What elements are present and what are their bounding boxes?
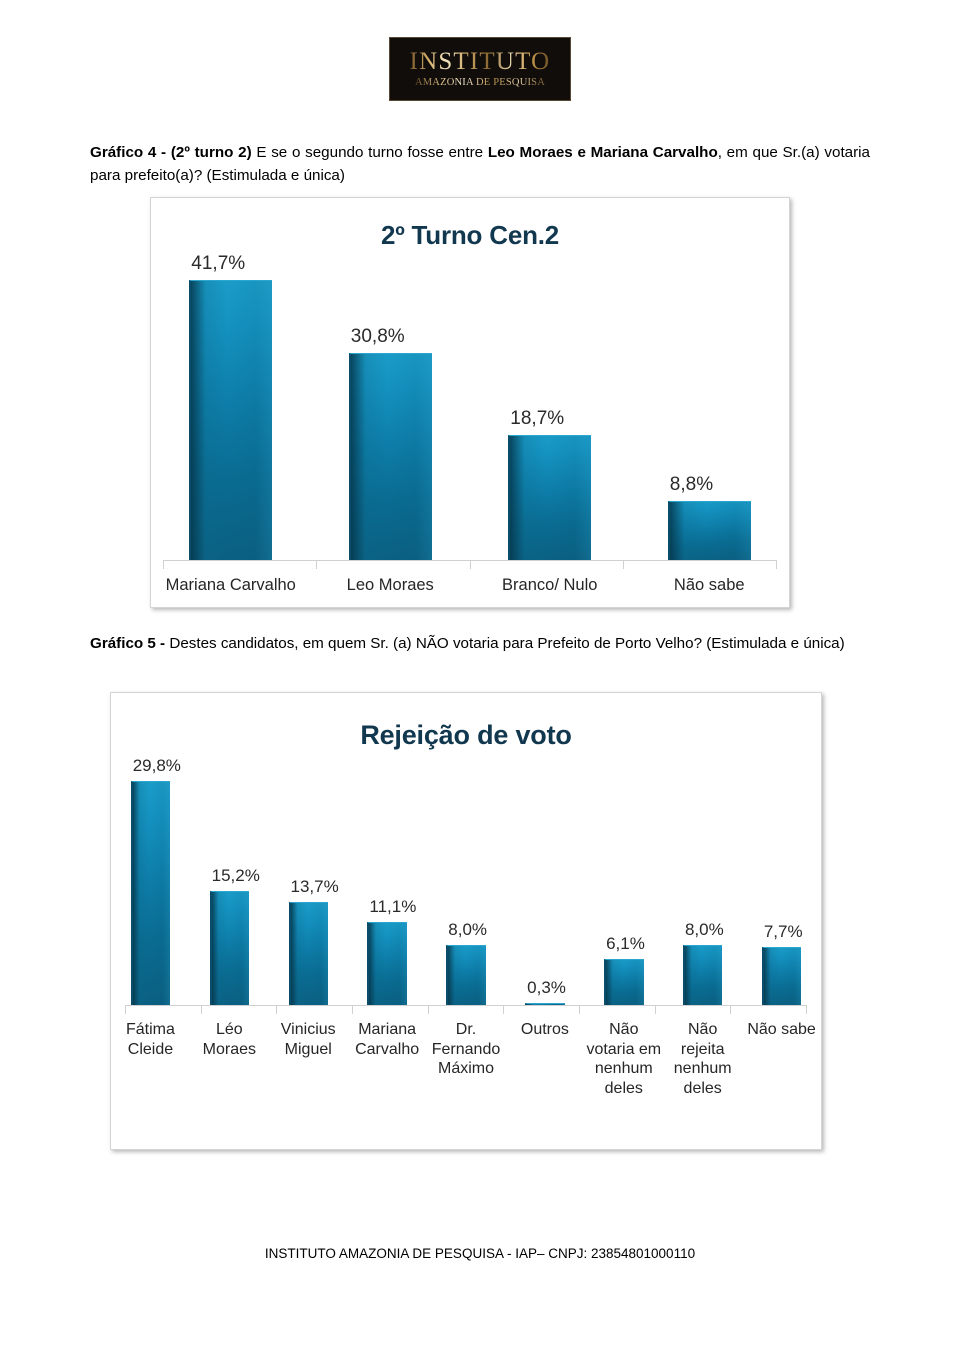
chart2-title: Rejeição de voto bbox=[360, 720, 572, 750]
chart-2o-turno-cen-2: 2º Turno Cen.2 41,7% 30,8% 18,7% 8,8% Maria… bbox=[150, 197, 790, 608]
bar: 8,0% bbox=[446, 920, 487, 1005]
bar-column: 8,8% bbox=[630, 258, 790, 560]
category-label: Não sabe bbox=[747, 1021, 816, 1038]
axis-tick bbox=[805, 1005, 807, 1014]
bar-column: 7,7% bbox=[742, 765, 821, 1005]
grafico-5-body: Destes candidatos, em quem Sr. (a) NÃO v… bbox=[165, 635, 845, 652]
bar-column: 18,7% bbox=[470, 258, 630, 560]
bar-column: 13,7% bbox=[269, 765, 348, 1005]
bar: 29,8% bbox=[130, 756, 181, 1005]
bar-column: 8,0% bbox=[663, 765, 742, 1005]
category-label: Não sabe bbox=[673, 576, 745, 594]
bar-value-label: 11,1% bbox=[369, 897, 417, 916]
bar-column: 11,1% bbox=[348, 765, 427, 1005]
chart1-category-labels: Mariana Carvalho Leo Moraes Branco/ Nulo Nã… bbox=[151, 570, 789, 595]
axis-tick bbox=[316, 560, 318, 569]
bar: 8,0% bbox=[682, 920, 724, 1005]
bar-value-label: 15,2% bbox=[211, 866, 260, 885]
grafico-4-candidate-names: Leo Moraes e Mariana Carvalho bbox=[487, 144, 718, 161]
bar-value-label: 18,7% bbox=[510, 408, 565, 429]
axis-tick bbox=[427, 1005, 429, 1014]
bar-column: 6,1% bbox=[584, 765, 663, 1005]
bar: 0,3% bbox=[525, 978, 566, 1005]
bar: 30,8% bbox=[348, 326, 432, 560]
category-label: Leo Moraes bbox=[346, 576, 434, 594]
question-text-grafico-4: Gráfico 4 - (2º turno 2) E se o segundo … bbox=[90, 141, 870, 187]
category-label: Mariana Carvalho bbox=[355, 1021, 420, 1058]
bar-value-label: 8,0% bbox=[684, 920, 724, 939]
axis-tick bbox=[276, 1005, 278, 1014]
chart2-axis-ticks bbox=[125, 1005, 807, 1014]
bar-column: 8,0% bbox=[427, 765, 506, 1005]
axis-tick bbox=[200, 1005, 202, 1014]
axis-tick bbox=[776, 560, 777, 569]
bar-value-label: 8,8% bbox=[669, 474, 714, 495]
bar: 18,7% bbox=[508, 408, 592, 560]
category-label: Não rejeita nenhum deles bbox=[673, 1021, 732, 1097]
bar-value-label: 30,8% bbox=[350, 326, 405, 347]
bar: 7,7% bbox=[761, 922, 803, 1005]
axis-tick bbox=[125, 1005, 126, 1014]
bar-column: 15,2% bbox=[190, 765, 269, 1005]
chart2-bar-group: 29,8% 15,2% 13,7% 11,1% 8,0% 0,3% 6,1% 8,0% 7,7% bbox=[111, 756, 821, 1005]
axis-tick bbox=[469, 560, 471, 569]
grafico-4-label: Gráfico 4 - (2º turno 2) bbox=[90, 144, 252, 161]
grafico-5-label: Gráfico 5 - bbox=[90, 635, 166, 652]
category-label: Mariana Carvalho bbox=[165, 576, 296, 594]
category-label: Outros bbox=[520, 1021, 569, 1038]
chart-rejeicao-de-voto: Rejeição de voto 29,8% 15,2% 13,7% 11,1% 8,0… bbox=[110, 692, 822, 1150]
chart2-axis-line bbox=[125, 1005, 807, 1006]
logo-subtitle: AMAZONIA DE PESQUISA bbox=[414, 77, 545, 89]
category-label: Dr. Fernando Máximo bbox=[431, 1021, 501, 1078]
bar-column: 29,8% bbox=[111, 756, 190, 1005]
page-footer: INSTITUTO AMAZONIA DE PESQUISA - IAP– CN… bbox=[264, 1246, 696, 1261]
bar: 41,7% bbox=[189, 253, 273, 560]
chart1-plot-area: 41,7% 30,8% 18,7% 8,8% bbox=[151, 253, 790, 560]
bar-column: 0,3% bbox=[505, 765, 584, 1005]
chart1-bar-group: 41,7% 30,8% 18,7% 8,8% bbox=[151, 253, 790, 560]
axis-tick bbox=[503, 1005, 505, 1014]
chart2-category-labels: Fátima Cleide Léo Moraes Vinicius Miguel Ma… bbox=[111, 1015, 821, 1098]
axis-tick bbox=[654, 1005, 656, 1014]
bar: 15,2% bbox=[209, 866, 260, 1005]
bar-value-label: 6,1% bbox=[606, 934, 645, 953]
bar-value-label: 41,7% bbox=[191, 253, 246, 274]
bar-column: 30,8% bbox=[311, 258, 471, 560]
bar-value-label: 7,7% bbox=[763, 922, 803, 941]
bar: 11,1% bbox=[367, 897, 416, 1005]
bar-column: 41,7% bbox=[151, 253, 311, 560]
axis-tick bbox=[578, 1005, 580, 1014]
axis-tick bbox=[622, 560, 624, 569]
logo-title: INSTITUTO bbox=[409, 48, 551, 76]
category-label: Não votaria em nenhum deles bbox=[586, 1021, 662, 1097]
bar-value-label: 8,0% bbox=[448, 920, 488, 939]
chart1-axis-ticks bbox=[163, 560, 777, 569]
axis-tick bbox=[163, 560, 164, 569]
bar: 6,1% bbox=[604, 934, 645, 1005]
axis-tick bbox=[730, 1005, 732, 1014]
bar-value-label: 29,8% bbox=[132, 756, 181, 775]
chart2-plot-area: 29,8% 15,2% 13,7% 11,1% 8,0% 0,3% 6,1% 8,0% 7,7% bbox=[111, 756, 821, 1005]
grafico-4-body-2: , em que Sr.(a) votaria para prefeito(a)… bbox=[90, 144, 870, 185]
category-label: Léo Moraes bbox=[202, 1021, 257, 1058]
grafico-4-body-1: E se o segundo turno fosse entre bbox=[251, 144, 488, 161]
bar: 8,8% bbox=[667, 474, 751, 560]
institute-logo: INSTITUTO AMAZONIA DE PESQUISA bbox=[389, 37, 571, 101]
category-label: Branco/ Nulo bbox=[502, 576, 598, 594]
category-label: Fátima Cleide bbox=[125, 1021, 175, 1058]
chart1-title: 2º Turno Cen.2 bbox=[380, 220, 560, 250]
bar-value-label: 13,7% bbox=[290, 877, 339, 896]
axis-tick bbox=[351, 1005, 353, 1014]
question-text-grafico-5: Gráfico 5 - Destes candidatos, em quem S… bbox=[90, 632, 850, 655]
bar: 13,7% bbox=[288, 877, 339, 1005]
category-label: Vinicius Miguel bbox=[280, 1021, 336, 1058]
bar-value-label: 0,3% bbox=[527, 978, 566, 997]
